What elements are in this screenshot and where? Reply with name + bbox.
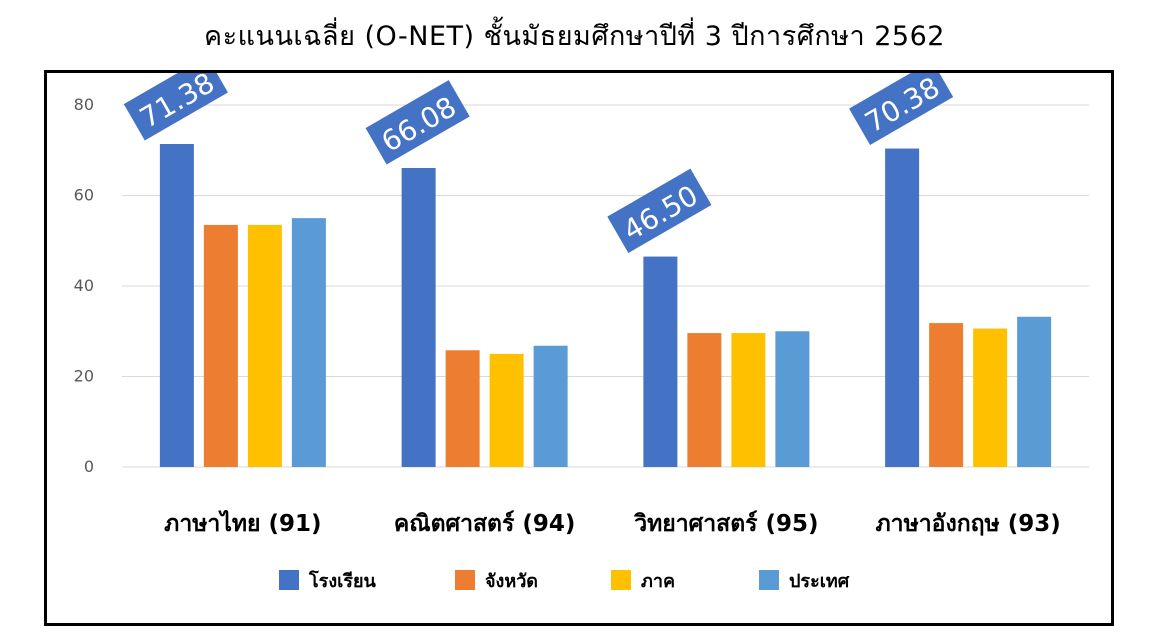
data-label-box — [607, 168, 712, 254]
x-tick-label: คณิตศาสตร์ (94) — [394, 510, 576, 537]
data-label-box — [365, 80, 470, 165]
bar — [445, 350, 480, 467]
bar — [291, 218, 326, 467]
bar — [247, 224, 282, 467]
bar — [687, 333, 722, 467]
y-tick-label: 20 — [74, 367, 94, 386]
data-label-group: 70.38 — [849, 73, 954, 145]
x-tick-label: วิทยาศาสตร์ (95) — [633, 510, 818, 537]
legend-swatch — [759, 570, 779, 590]
bar — [533, 345, 568, 467]
legend-label: ประเทศ — [789, 571, 850, 592]
y-tick-label: 0 — [84, 457, 94, 476]
bar-chart: 0 20 40 60 80 ภาษาไทย (91) คณิตศาสตร์ (94) วิทย… — [74, 73, 1089, 592]
legend-label: โรงเรียน — [308, 570, 376, 592]
bar — [929, 323, 964, 467]
chart-title: คะแนนเฉลี่ย (O-NET) ชั้นมัธยมศึกษาปีที่ … — [204, 21, 945, 52]
legend-label: ภาค — [641, 571, 675, 592]
bar — [775, 331, 810, 467]
x-tick-label: ภาษาไทย (91) — [164, 509, 321, 537]
data-label-group: 46.50 — [607, 168, 712, 254]
bar — [731, 333, 766, 467]
y-tick-label: 60 — [74, 186, 94, 205]
legend-swatch — [279, 570, 299, 590]
bar — [159, 144, 194, 467]
data-label-box — [123, 73, 228, 141]
bar — [489, 353, 524, 467]
legend-swatch — [455, 570, 475, 590]
data-label-group: 71.38 — [123, 73, 228, 141]
data-label-group: 66.08 — [365, 80, 470, 165]
y-tick-label: 40 — [74, 276, 94, 295]
bar — [203, 224, 238, 467]
bar — [885, 148, 920, 467]
x-tick-label: ภาษาอังกฤษ (93) — [876, 511, 1061, 537]
legend-label: จังหวัด — [485, 571, 538, 592]
bar — [1017, 316, 1052, 467]
chart-frame: 0 20 40 60 80 ภาษาไทย (91) คณิตศาสตร์ (94) วิทย… — [44, 70, 1114, 626]
bar — [401, 167, 436, 467]
legend-swatch — [611, 570, 631, 590]
data-label-box — [849, 73, 954, 145]
y-tick-label: 80 — [74, 95, 94, 114]
bar — [643, 256, 678, 467]
bar — [973, 328, 1008, 467]
